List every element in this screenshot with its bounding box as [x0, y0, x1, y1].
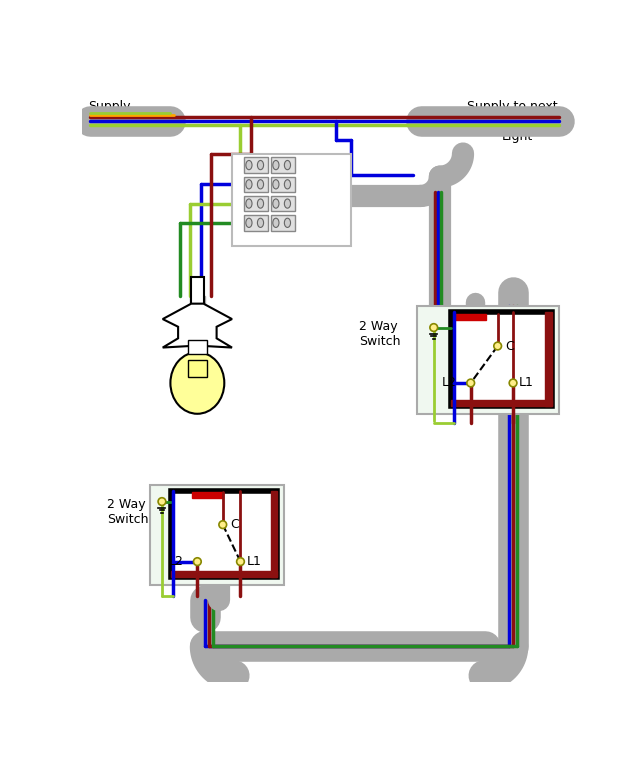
Text: C: C [505, 339, 514, 352]
Ellipse shape [273, 218, 279, 228]
Bar [192, 493, 223, 499]
Bar [171, 491, 277, 577]
Ellipse shape [284, 199, 291, 208]
Text: Supply: Supply [88, 100, 130, 113]
Ellipse shape [257, 218, 264, 228]
Bar [417, 306, 559, 414]
Bar [451, 312, 551, 406]
Ellipse shape [273, 160, 279, 170]
Bar [243, 177, 268, 192]
Text: 2 Way
Switch: 2 Way Switch [107, 499, 149, 526]
Ellipse shape [246, 218, 252, 228]
Text: L2: L2 [169, 555, 184, 568]
Ellipse shape [246, 199, 252, 208]
Circle shape [193, 558, 201, 565]
Bar [455, 314, 486, 320]
Ellipse shape [257, 199, 264, 208]
Bar [188, 360, 207, 377]
Text: C: C [230, 518, 239, 531]
Polygon shape [162, 303, 232, 354]
Ellipse shape [273, 180, 279, 189]
Bar [232, 153, 351, 246]
Bar [243, 196, 268, 211]
Text: L2: L2 [442, 376, 457, 389]
Bar [243, 157, 268, 173]
Bar [546, 312, 551, 406]
Ellipse shape [257, 160, 264, 170]
Circle shape [467, 379, 474, 387]
Text: 2 Way
Switch: 2 Way Switch [359, 320, 401, 348]
Circle shape [430, 324, 438, 332]
Bar [270, 157, 295, 173]
Circle shape [494, 342, 501, 350]
Bar [270, 177, 295, 192]
Circle shape [219, 521, 227, 529]
Bar [191, 277, 204, 303]
Text: L1: L1 [247, 555, 261, 568]
Circle shape [509, 379, 517, 387]
Bar [270, 215, 295, 231]
Bar [189, 296, 205, 319]
Ellipse shape [170, 352, 224, 414]
Text: Supply to next: Supply to next [467, 100, 557, 113]
Ellipse shape [273, 199, 279, 208]
Ellipse shape [284, 180, 291, 189]
Circle shape [237, 558, 245, 565]
Ellipse shape [257, 180, 264, 189]
Ellipse shape [284, 218, 291, 228]
Ellipse shape [246, 180, 252, 189]
Bar [270, 491, 277, 577]
Bar [270, 196, 295, 211]
Bar [451, 400, 551, 406]
Bar [150, 485, 284, 584]
Ellipse shape [246, 160, 252, 170]
Bar [188, 340, 207, 354]
Bar [171, 571, 277, 577]
Text: Light: Light [501, 130, 533, 143]
Ellipse shape [284, 160, 291, 170]
Bar [243, 215, 268, 231]
Circle shape [158, 498, 166, 506]
Text: L1: L1 [519, 376, 534, 389]
